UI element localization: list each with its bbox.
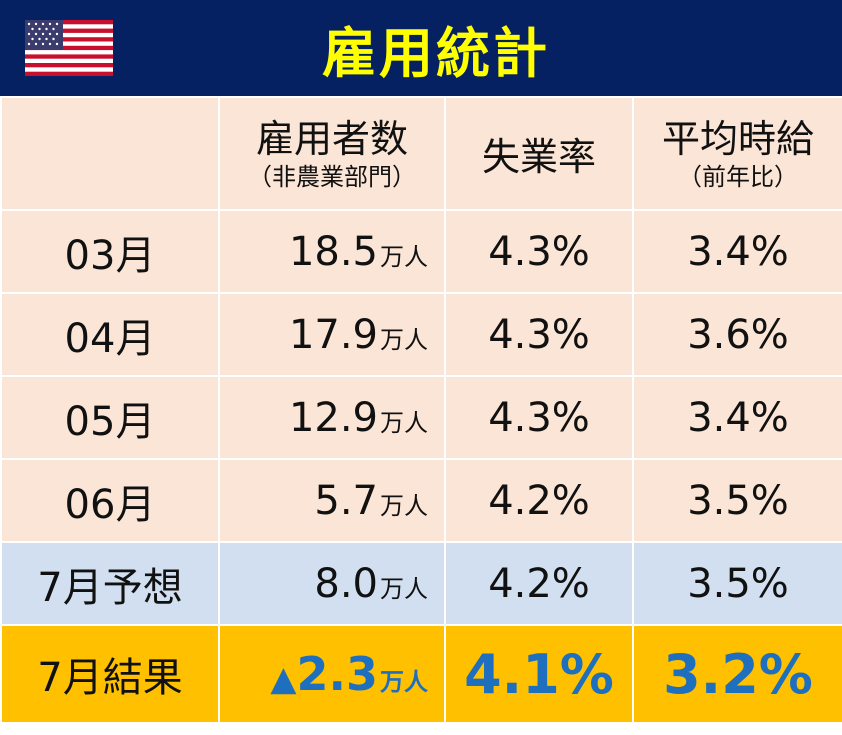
forecast-wage-cell: 3.5% <box>632 541 842 626</box>
result-unemployment-cell: 4.1% <box>444 624 634 724</box>
page-title: 雇用統計 <box>322 21 550 85</box>
table-row: 04月 17.9万人 4.3% 3.6% <box>0 292 842 377</box>
month-cell: 03月 <box>0 209 220 294</box>
header-wage: 平均時給 （前年比） <box>632 96 842 211</box>
employment-value: 17.9 <box>288 311 378 358</box>
header-employment-label: 雇用者数 <box>255 116 408 161</box>
employment-stats-table: 雇用者数 （非農業部門） 失業率 平均時給 （前年比） 03月 18.5万人 4… <box>0 96 842 724</box>
unemployment-cell: 4.3% <box>444 375 634 460</box>
wage-cell: 3.4% <box>632 375 842 460</box>
employment-cell: 17.9万人 <box>218 292 446 377</box>
wage-cell: 3.6% <box>632 292 842 377</box>
employment-unit: 万人 <box>380 491 428 520</box>
employment-value: 18.5 <box>288 228 378 275</box>
forecast-month-cell: 7月予想 <box>0 541 220 626</box>
wage-cell: 3.5% <box>632 458 842 543</box>
table-header-row: 雇用者数 （非農業部門） 失業率 平均時給 （前年比） <box>0 96 842 211</box>
employment-unit: 万人 <box>380 325 428 354</box>
result-employment-cell: ▲2.3万人 <box>218 624 446 724</box>
employment-cell: 18.5万人 <box>218 209 446 294</box>
header-empty-cell <box>0 96 220 211</box>
result-row: 7月結果 ▲2.3万人 4.1% 3.2% <box>0 624 842 724</box>
month-cell: 06月 <box>0 458 220 543</box>
forecast-employment-value: 8.0 <box>314 560 378 607</box>
result-employment-value: 2.3 <box>296 647 379 701</box>
header-unemployment-label: 失業率 <box>481 135 596 179</box>
forecast-employment-cell: 8.0万人 <box>218 541 446 626</box>
result-wage-cell: 3.2% <box>632 624 842 724</box>
result-employment-unit: 万人 <box>380 668 428 696</box>
month-cell: 04月 <box>0 292 220 377</box>
header-unemployment: 失業率 <box>444 96 634 211</box>
header-employment: 雇用者数 （非農業部門） <box>218 96 446 211</box>
table-row: 03月 18.5万人 4.3% 3.4% <box>0 209 842 294</box>
unemployment-cell: 4.3% <box>444 292 634 377</box>
unemployment-cell: 4.2% <box>444 458 634 543</box>
employment-value: 12.9 <box>288 394 378 441</box>
unemployment-cell: 4.3% <box>444 209 634 294</box>
forecast-row: 7月予想 8.0万人 4.2% 3.5% <box>0 541 842 626</box>
header-wage-sub: （前年比） <box>678 162 798 191</box>
forecast-unemployment-cell: 4.2% <box>444 541 634 626</box>
employment-value: 5.7 <box>314 477 378 524</box>
header-bar: 雇用統計 <box>0 0 842 96</box>
employment-unit: 万人 <box>380 242 428 271</box>
employment-unit: 万人 <box>380 408 428 437</box>
table-row: 05月 12.9万人 4.3% 3.4% <box>0 375 842 460</box>
table-row: 06月 5.7万人 4.2% 3.5% <box>0 458 842 543</box>
forecast-employment-unit: 万人 <box>380 574 428 603</box>
result-month-cell: 7月結果 <box>0 624 220 724</box>
header-wage-label: 平均時給 <box>661 116 814 161</box>
us-flag-icon <box>25 20 113 76</box>
month-cell: 05月 <box>0 375 220 460</box>
decrease-triangle-icon: ▲ <box>270 659 297 699</box>
employment-cell: 5.7万人 <box>218 458 446 543</box>
employment-cell: 12.9万人 <box>218 375 446 460</box>
header-employment-sub: （非農業部門） <box>248 162 416 191</box>
wage-cell: 3.4% <box>632 209 842 294</box>
